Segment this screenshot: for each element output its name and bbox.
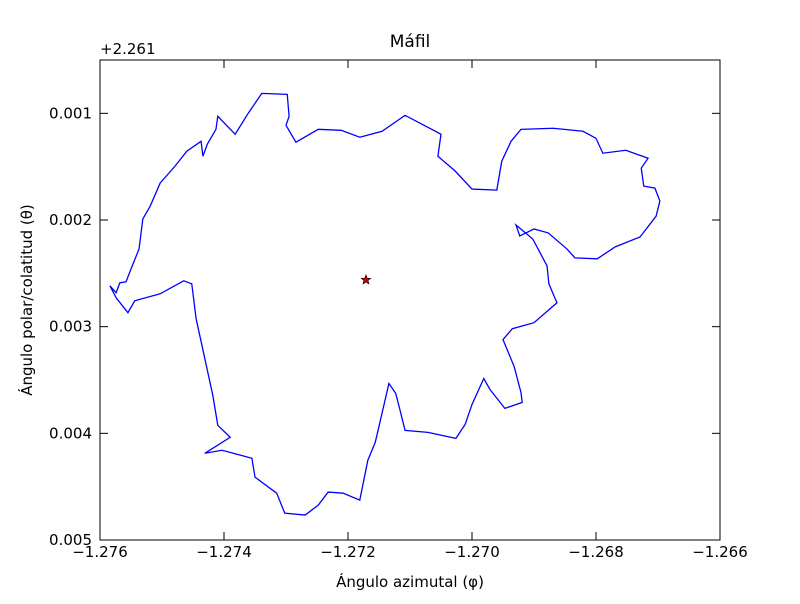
x-axis-label: Ángulo azimutal (φ) [336,572,484,591]
y-offset-label: +2.261 [100,40,156,58]
x-tick-label: −1.266 [692,543,748,561]
x-tick-label: −1.274 [196,543,252,561]
chart-title: Máfil [390,32,431,52]
x-tick-label: −1.272 [320,543,376,561]
y-tick-label: 0.002 [49,211,92,229]
plot-frame [99,59,721,541]
y-tick-label: 0.003 [49,318,92,336]
boundary-line [109,92,661,516]
x-tick-label: −1.270 [444,543,500,561]
x-tick-label: −1.268 [568,543,624,561]
y-tick-label: 0.001 [49,104,92,122]
star-marker [360,273,372,285]
y-tick-label: 0.005 [49,531,92,549]
y-tick-label: 0.004 [49,424,92,442]
y-axis-label: Ángulo polar/colatitud (θ) [17,204,36,396]
x-tick-label: −1.276 [72,543,128,561]
